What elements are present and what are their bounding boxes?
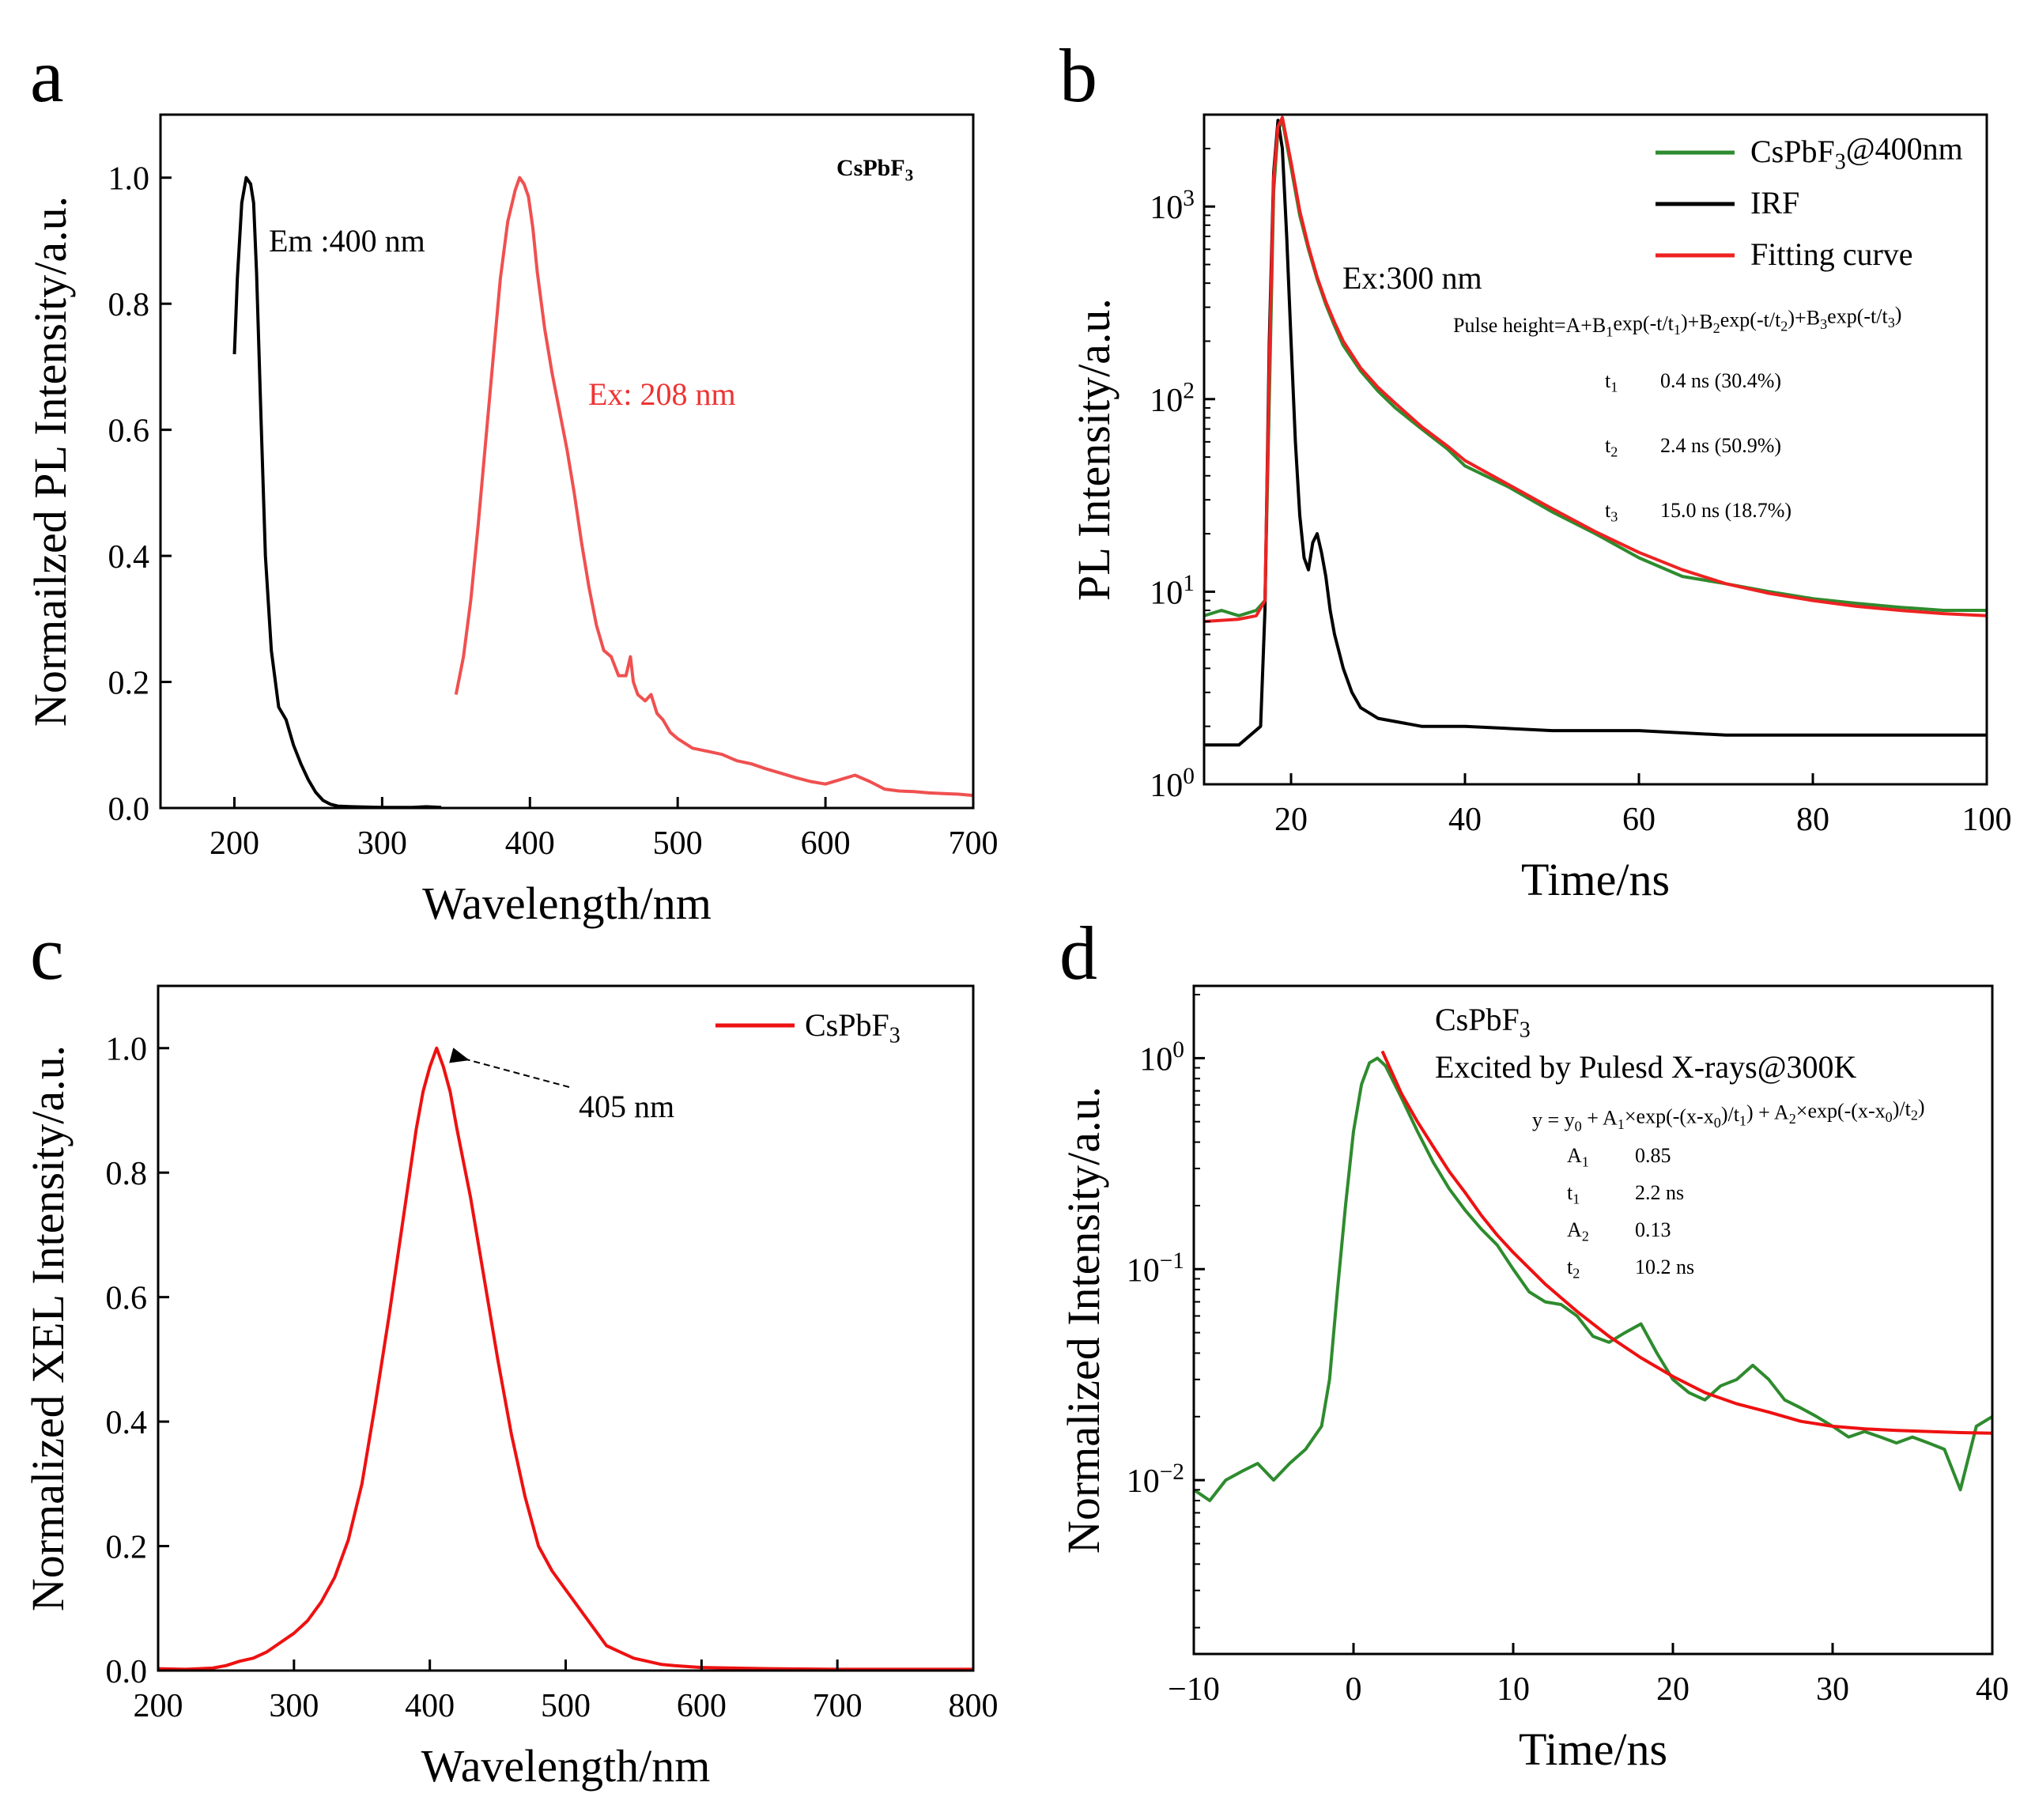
y-tick-label-d-0: 10−2	[1127, 1459, 1184, 1500]
x-axis-title-a: Wavelength/nm	[422, 878, 712, 929]
param-value-d-1: 2.2 ns	[1635, 1181, 1684, 1204]
y-tick-label-b-2: 102	[1150, 379, 1195, 419]
peak-arrow-c	[449, 1048, 570, 1088]
x-tick-label-a-3: 500	[653, 825, 703, 862]
y-tick-label-d-1: 10−1	[1127, 1248, 1184, 1289]
x-tick-label-b-1: 40	[1448, 802, 1482, 838]
annotation-formula-d: y = y0 + A1×exp(-(x-x0)/t1) + A2×exp(-(x…	[1532, 1096, 1925, 1135]
x-tick-label-a-1: 300	[357, 825, 407, 862]
y-axis-title-c: Normalized XEL Intensity/a.u.	[22, 1045, 74, 1611]
y-axis-title-a: Normailzed PL Intensity/a.u.	[25, 196, 76, 727]
x-tick-label-c-4: 600	[677, 1688, 727, 1724]
x-tick-label-d-0: −10	[1168, 1671, 1220, 1708]
param-name-d-0: A1	[1567, 1144, 1589, 1169]
param-name-d-2: A2	[1567, 1218, 1589, 1244]
x-tick-label-c-6: 800	[949, 1688, 999, 1724]
y-tick-label-a-4: 0.8	[108, 287, 150, 323]
panel-letter-d: d	[1059, 911, 1097, 995]
series-line-a-1	[454, 176, 973, 798]
y-tick-label-b-1: 101	[1150, 571, 1195, 611]
panel-letter-c: c	[30, 911, 64, 995]
param-value-d-2: 0.13	[1635, 1218, 1671, 1241]
param-value-b-1: 2.4 ns (50.9%)	[1660, 434, 1781, 457]
x-tick-label-c-5: 700	[813, 1688, 863, 1724]
legend-label-b-2: Fitting curve	[1750, 236, 1913, 272]
y-tick-label-c-1: 0.2	[106, 1530, 148, 1566]
annotation-peak-c: 405 nm	[579, 1089, 674, 1124]
x-tick-label-c-3: 500	[541, 1688, 591, 1724]
y-tick-label-a-1: 0.2	[108, 666, 150, 702]
x-tick-label-a-2: 400	[505, 825, 555, 862]
x-tick-label-d-2: 10	[1497, 1671, 1530, 1708]
x-axis-title-b: Time/ns	[1521, 854, 1670, 905]
y-tick-label-a-5: 1.0	[108, 161, 150, 198]
y-tick-label-a-0: 0.0	[108, 791, 150, 828]
y-tick-label-c-4: 0.8	[106, 1156, 148, 1192]
plot-frame-a	[159, 113, 975, 810]
x-axis-title-d: Time/ns	[1519, 1724, 1667, 1775]
y-axis-title-b: PL Intensity/a.u.	[1068, 298, 1119, 601]
series-line-b-2	[1204, 115, 1987, 624]
legend-label-b-1: IRF	[1750, 185, 1799, 221]
series-line-c-0	[158, 1046, 973, 1671]
y-tick-label-d-2: 100	[1139, 1037, 1184, 1078]
x-tick-label-d-1: 0	[1346, 1671, 1362, 1708]
y-tick-label-c-3: 0.6	[106, 1281, 148, 1317]
chart-panel-d: −10 0 10 20 30 40 10−2 10−1 100 Time/ns Normalized…	[1058, 984, 2009, 1775]
x-tick-label-d-3: 20	[1656, 1671, 1690, 1708]
annotation-formula-b: Pulse height=A+B1exp(-t/t1)+B2exp(-t/t2)…	[1453, 303, 1901, 340]
series-line-d-1	[1380, 1050, 1992, 1435]
x-tick-label-d-5: 40	[1976, 1671, 2009, 1708]
panel-letter-a: a	[30, 33, 64, 118]
chart-panel-b: 20 40 60 80 100 100 101 102 103 Time/ns PL Intensi…	[1068, 113, 2012, 905]
series-line-d-0	[1194, 1056, 1992, 1502]
param-name-b-0: t1	[1605, 369, 1618, 395]
y-tick-label-a-3: 0.6	[108, 413, 150, 450]
param-value-b-0: 0.4 ns (30.4%)	[1660, 369, 1781, 392]
annotation-ex-b: Ex:300 nm	[1342, 260, 1482, 296]
y-tick-label-b-0: 100	[1150, 764, 1195, 804]
param-value-b-2: 15.0 ns (18.7%)	[1660, 499, 1791, 522]
annotation-sample-d: CsPbF3	[1435, 1002, 1531, 1042]
x-tick-label-b-0: 20	[1274, 802, 1308, 838]
y-tick-label-a-2: 0.4	[108, 539, 150, 576]
param-value-d-3: 10.2 ns	[1635, 1255, 1694, 1278]
x-tick-label-b-3: 80	[1796, 802, 1829, 838]
chart-panel-a: 200 300 400 500 600 700 0.0 0.2 0.4 0.6 0.8 1.0 Wave…	[25, 113, 999, 929]
x-tick-label-a-5: 700	[949, 825, 999, 862]
y-tick-label-c-5: 1.0	[106, 1032, 148, 1068]
x-tick-label-b-4: 100	[1962, 802, 2012, 838]
legend-label-c-0: CsPbF3	[805, 1007, 900, 1048]
param-value-d-0: 0.85	[1635, 1144, 1671, 1167]
chart-panel-c: 200 300 400 500 600 700 800 0.0 0.2 0.4 0.6 0.8 1.0 W…	[22, 984, 999, 1792]
x-tick-label-c-1: 300	[269, 1688, 319, 1724]
param-name-b-2: t3	[1605, 499, 1618, 524]
plot-frame-b	[1202, 113, 1988, 786]
legend-label-b-0: CsPbF3@400nm	[1750, 130, 1963, 174]
x-tick-label-d-4: 30	[1816, 1671, 1849, 1708]
plot-frame-d	[1192, 984, 1994, 1656]
annotation-excited-d: Excited by Pulesd X-rays@300K	[1435, 1049, 1857, 1085]
y-tick-label-b-3: 103	[1150, 186, 1195, 226]
annotation-em-a: Em :400 nm	[269, 223, 425, 259]
x-tick-label-a-0: 200	[210, 825, 259, 862]
param-name-b-1: t2	[1605, 434, 1618, 459]
x-tick-label-a-4: 600	[801, 825, 851, 862]
y-axis-title-d: Normalized Intensity/a.u.	[1058, 1086, 1109, 1554]
panel-letter-b: b	[1059, 33, 1097, 118]
y-tick-label-c-2: 0.4	[106, 1405, 148, 1441]
annotation-sample-a: CsPbF3	[836, 155, 913, 184]
x-tick-label-c-2: 400	[405, 1688, 455, 1724]
param-name-d-3: t2	[1567, 1255, 1580, 1281]
param-name-d-1: t1	[1567, 1181, 1580, 1206]
x-tick-label-b-2: 60	[1622, 802, 1656, 838]
x-tick-label-c-0: 200	[134, 1688, 183, 1724]
x-axis-title-c: Wavelength/nm	[421, 1740, 711, 1792]
y-tick-label-c-0: 0.0	[106, 1654, 148, 1690]
annotation-ex-a: Ex: 208 nm	[588, 376, 736, 412]
